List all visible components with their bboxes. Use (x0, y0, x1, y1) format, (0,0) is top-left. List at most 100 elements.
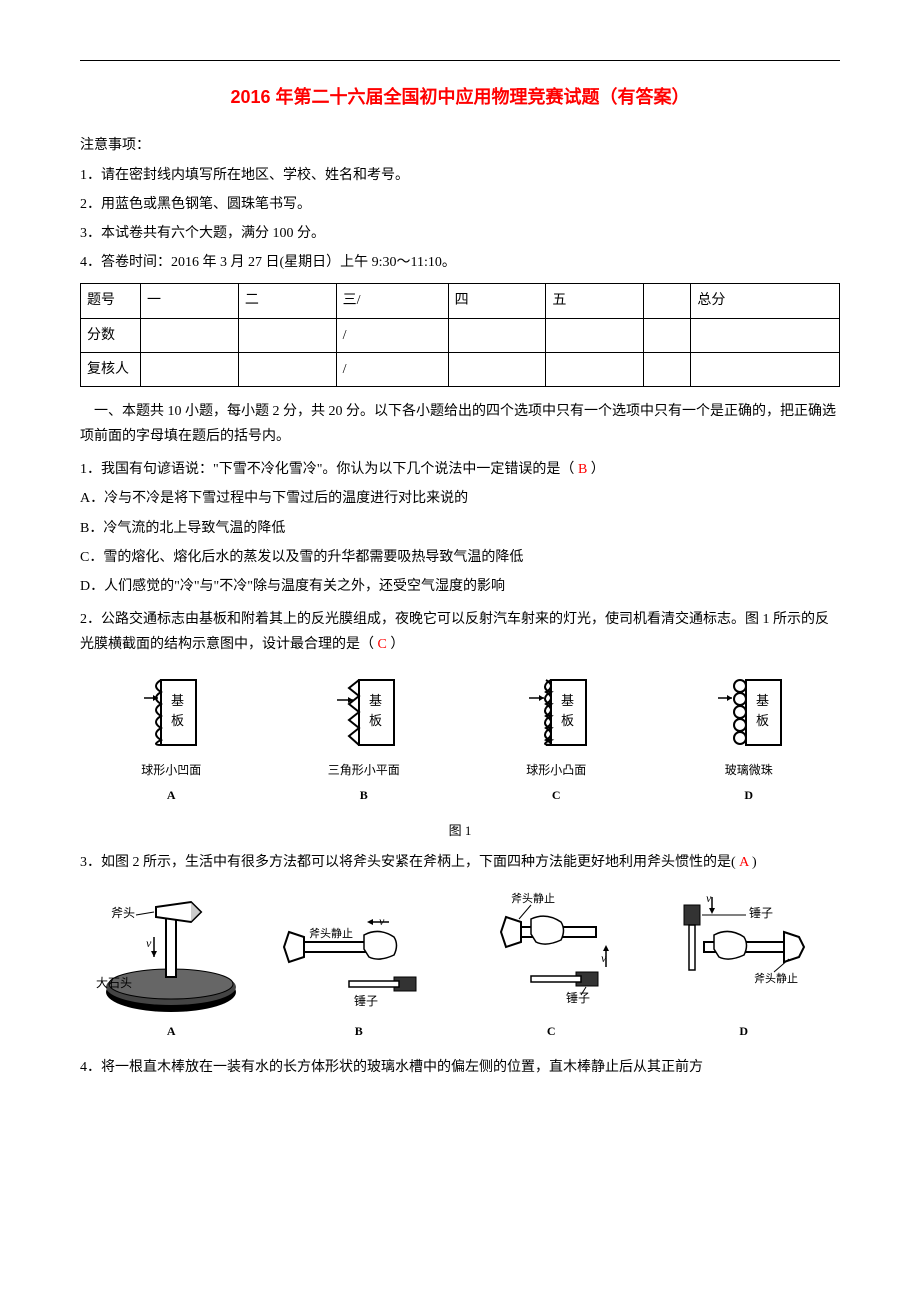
question-2: 2．公路交通标志由基板和附着其上的反光膜组成，夜晚它可以反射汽车射来的灯光，使司… (80, 607, 840, 842)
table-cell: 分数 (81, 318, 141, 352)
table-cell: / (336, 352, 448, 386)
svg-text:v: v (146, 936, 152, 950)
score-table: 题号 一 二 三/ 四 五 总分 分数 / 复核人 / (80, 283, 840, 387)
q1-stem-close: ） (591, 462, 605, 477)
svg-text:基: 基 (369, 693, 382, 708)
axe-hammer-c-icon: 斧头静止 v 锤子 (471, 887, 631, 1017)
svg-text:板: 板 (171, 713, 184, 728)
table-row: 题号 一 二 三/ 四 五 总分 (81, 284, 840, 318)
q2-stem: 2．公路交通标志由基板和附着其上的反光膜组成，夜晚它可以反射汽车射来的灯光，使司… (80, 607, 840, 657)
question-4: 4．将一根直木棒放在一装有水的长方体形状的玻璃水槽中的偏左侧的位置，直木棒静止后… (80, 1055, 840, 1080)
svg-text:板: 板 (756, 713, 769, 728)
table-cell (644, 318, 691, 352)
table-cell: / (336, 318, 448, 352)
q2-d-sublabel: 玻璃微珠 (704, 760, 794, 782)
axe-stone-icon: 斧头 v 大石头 (96, 887, 246, 1017)
q2-answer: C (378, 637, 387, 652)
table-cell (691, 352, 840, 386)
svg-text:v: v (379, 914, 385, 928)
q3-stem-close: ) (752, 855, 757, 870)
table-cell (238, 352, 336, 386)
q3-c-label: C (471, 1021, 631, 1043)
notice-item: 3．本试卷共有六个大题，满分 100 分。 (80, 221, 840, 246)
svg-text:基: 基 (171, 693, 184, 708)
svg-text:板: 板 (561, 713, 574, 728)
table-cell (448, 318, 546, 352)
q2-stem-text: 2．公路交通标志由基板和附着其上的反光膜组成，夜晚它可以反射汽车射来的灯光，使司… (80, 612, 829, 652)
q3-a-label: A (96, 1021, 246, 1043)
table-row: 分数 / (81, 318, 840, 352)
table-cell (546, 352, 644, 386)
table-cell (691, 318, 840, 352)
svg-text:锤子: 锤子 (566, 990, 590, 1005)
q1-answer: B (578, 462, 587, 477)
table-cell: 一 (141, 284, 239, 318)
q3-stem-text: 3．如图 2 所示，生活中有很多方法都可以将斧头安紧在斧柄上，下面四种方法能更好… (80, 855, 736, 870)
table-cell: 三/ (336, 284, 448, 318)
svg-text:斧头: 斧头 (111, 906, 135, 920)
q3-diagram-d: 锤子 v 斧头静止 D (664, 887, 824, 1043)
svg-text:基: 基 (756, 693, 769, 708)
q3-stem: 3．如图 2 所示，生活中有很多方法都可以将斧头安紧在斧柄上，下面四种方法能更好… (80, 850, 840, 875)
notice-header: 注意事项： (80, 133, 840, 158)
table-cell (448, 352, 546, 386)
svg-text:斧头静止: 斧头静止 (511, 891, 555, 905)
table-cell: 总分 (691, 284, 840, 318)
q2-c-sublabel: 球形小凸面 (511, 760, 601, 782)
q2-diagram-d: 基 板 玻璃微珠 D (704, 670, 794, 807)
reflector-triangle-icon: 基 板 (319, 670, 409, 760)
q3-d-label: D (664, 1021, 824, 1043)
svg-text:锤子: 锤子 (749, 905, 773, 920)
table-cell (141, 318, 239, 352)
q3-diagram-a: 斧头 v 大石头 A (96, 887, 246, 1043)
q1-option: C．雪的熔化、熔化后水的蒸发以及雪的升华都需要吸热导致气温的降低 (80, 545, 840, 570)
q1-option: D．人们感觉的"冷"与"不冷"除与温度有关之外，还受空气湿度的影响 (80, 574, 840, 599)
q2-diagram-b: 基 板 三角形小平面 B (319, 670, 409, 807)
svg-text:基: 基 (561, 693, 574, 708)
q2-c-label: C (511, 785, 601, 807)
svg-text:斧头静止: 斧头静止 (309, 926, 353, 940)
q2-diagram-row: 基 板 球形小凹面 A 基 板 三角形小平面 B (80, 670, 840, 807)
table-row: 复核人 / (81, 352, 840, 386)
notice-item: 2．用蓝色或黑色钢笔、圆珠笔书写。 (80, 192, 840, 217)
svg-text:斧头静止: 斧头静止 (754, 971, 798, 985)
section-intro: 一、本题共 10 小题，每小题 2 分，共 20 分。以下各小题给出的四个选项中… (80, 399, 840, 449)
q2-a-label: A (126, 785, 216, 807)
reflector-bead-icon: 基 板 (704, 670, 794, 760)
q2-a-sublabel: 球形小凹面 (126, 760, 216, 782)
table-cell (238, 318, 336, 352)
page-title: 2016 年第二十六届全国初中应用物理竞赛试题（有答案） (80, 81, 840, 113)
q3-b-label: B (279, 1021, 439, 1043)
question-3: 3．如图 2 所示，生活中有很多方法都可以将斧头安紧在斧柄上，下面四种方法能更好… (80, 850, 840, 1043)
table-cell (644, 352, 691, 386)
axe-hammer-d-icon: 锤子 v 斧头静止 (664, 887, 824, 1017)
notice-item: 1．请在密封线内填写所在地区、学校、姓名和考号。 (80, 163, 840, 188)
q2-diagram-c: 基 板 球形小凸面 C (511, 670, 601, 807)
q2-b-label: B (319, 785, 409, 807)
svg-text:板: 板 (369, 713, 382, 728)
table-cell (546, 318, 644, 352)
notice-item: 4．答卷时间：2016 年 3 月 27 日(星期日）上午 9:30～11:10… (80, 250, 840, 275)
svg-text:锤子: 锤子 (354, 993, 378, 1008)
axe-hammer-b-icon: 斧头静止 v 锤子 (279, 887, 439, 1017)
reflector-convex-icon: 基 板 (511, 670, 601, 760)
table-cell: 复核人 (81, 352, 141, 386)
table-cell: 二 (238, 284, 336, 318)
q2-b-sublabel: 三角形小平面 (319, 760, 409, 782)
q2-d-label: D (704, 785, 794, 807)
table-cell: 四 (448, 284, 546, 318)
q3-diagram-c: 斧头静止 v 锤子 C (471, 887, 631, 1043)
table-cell: 题号 (81, 284, 141, 318)
q4-stem: 4．将一根直木棒放在一装有水的长方体形状的玻璃水槽中的偏左侧的位置，直木棒静止后… (80, 1055, 840, 1080)
top-divider (80, 60, 840, 61)
q3-diagram-b: 斧头静止 v 锤子 B (279, 887, 439, 1043)
notice-section: 注意事项： 1．请在密封线内填写所在地区、学校、姓名和考号。 2．用蓝色或黑色钢… (80, 133, 840, 275)
reflector-concave-icon: 基 板 (126, 670, 216, 760)
svg-text:大石头: 大石头 (96, 976, 132, 990)
q3-diagram-row: 斧头 v 大石头 A 斧头静止 v 锤子 B (80, 887, 840, 1043)
q3-answer: A (739, 855, 748, 870)
q2-diagram-a: 基 板 球形小凹面 A (126, 670, 216, 807)
svg-text:v: v (706, 891, 712, 905)
q1-stem: 1．我国有句谚语说："下雪不冷化雪冷"。你认为以下几个说法中一定错误的是（ B … (80, 457, 840, 482)
table-cell (644, 284, 691, 318)
